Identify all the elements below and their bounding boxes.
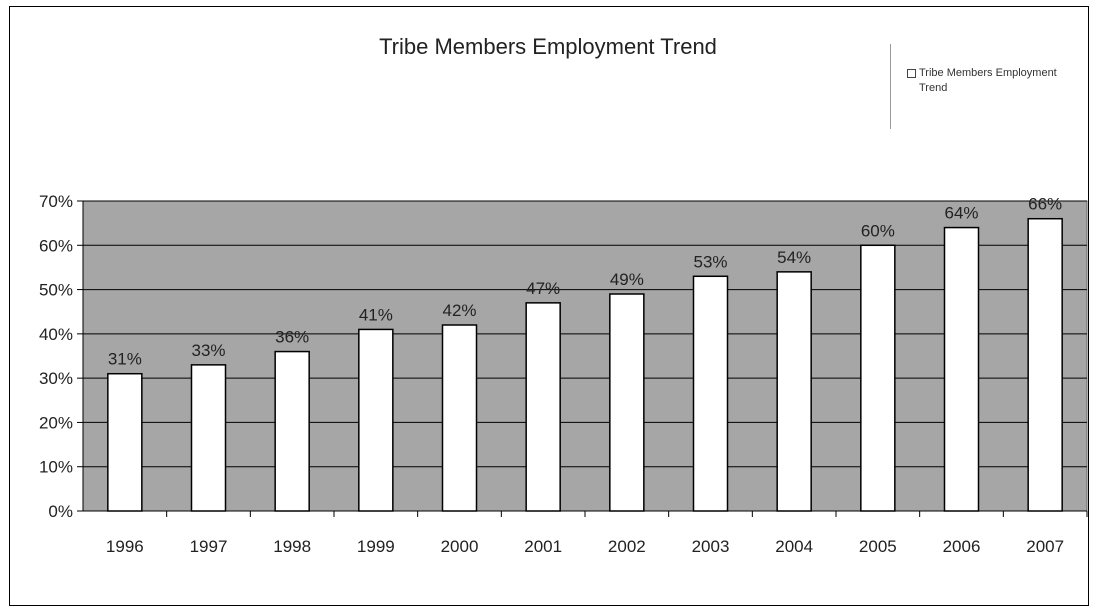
- y-tick-label: 20%: [39, 413, 73, 432]
- bar: [190, 364, 227, 512]
- bar: [274, 350, 310, 512]
- x-tick-label: 1996: [106, 537, 144, 556]
- y-tick-label: 30%: [39, 369, 73, 388]
- data-label: 53%: [693, 252, 727, 271]
- x-tick-label: 2006: [943, 537, 981, 556]
- y-tick-label: 10%: [39, 458, 73, 477]
- bar: [943, 226, 980, 512]
- x-tick-label: 2004: [775, 537, 813, 556]
- y-tick-label: 70%: [39, 192, 73, 211]
- x-tick-label: 2002: [608, 537, 646, 556]
- y-tick-label: 50%: [39, 281, 73, 300]
- chart-legend: Tribe Members Employment Trend: [890, 44, 1081, 129]
- x-tick-label: 1999: [357, 537, 395, 556]
- data-label: 31%: [108, 350, 142, 369]
- bar: [1027, 217, 1063, 512]
- bar: [525, 302, 561, 512]
- bar: [609, 293, 645, 512]
- x-tick-label: 2000: [441, 537, 479, 556]
- x-tick-label: 1998: [273, 537, 311, 556]
- x-tick-label: 2003: [692, 537, 730, 556]
- bar: [692, 275, 729, 512]
- data-label: 66%: [1028, 195, 1062, 214]
- bar: [776, 271, 812, 512]
- bar: [358, 328, 394, 512]
- data-label: 64%: [944, 204, 978, 223]
- bar: [107, 372, 143, 512]
- y-tick-label: 0%: [48, 502, 73, 521]
- data-label: 47%: [526, 279, 560, 298]
- chart-title: Tribe Members Employment Trend: [379, 34, 717, 59]
- legend-swatch: [907, 69, 916, 78]
- data-label: 42%: [442, 301, 476, 320]
- legend-label: Tribe Members Employment Trend: [919, 67, 1057, 94]
- x-tick-label: 2005: [859, 537, 897, 556]
- data-label: 33%: [191, 341, 225, 360]
- x-tick-label: 2001: [524, 537, 562, 556]
- plot-area: [82, 200, 1088, 512]
- y-tick-label: 40%: [39, 325, 73, 344]
- x-tick-label: 1997: [190, 537, 228, 556]
- data-label: 41%: [359, 305, 393, 324]
- data-label: 49%: [610, 270, 644, 289]
- data-label: 36%: [275, 328, 309, 347]
- x-tick-label: 2007: [1026, 537, 1064, 556]
- y-tick-label: 60%: [39, 236, 73, 255]
- data-label: 60%: [861, 221, 895, 240]
- bar: [860, 244, 896, 512]
- bar: [441, 324, 478, 512]
- data-label: 54%: [777, 248, 811, 267]
